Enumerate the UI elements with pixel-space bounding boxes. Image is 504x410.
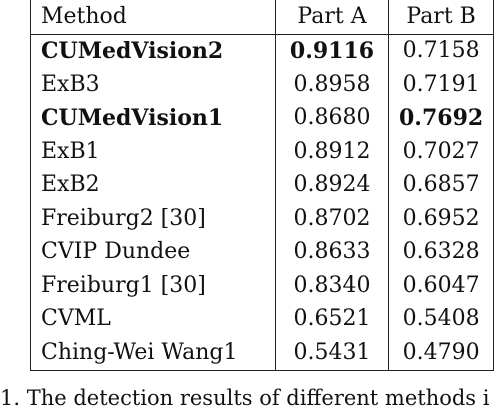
cell-part-a: 0.6521 bbox=[275, 302, 389, 336]
cell-method: Ching-Wei Wang1 bbox=[41, 339, 238, 365]
cell-method: Freiburg1 [30] bbox=[41, 272, 206, 298]
results-table: Method Part A Part B CUMedVision2 0.9116 0… bbox=[30, 0, 495, 371]
table-header-row: Method Part A Part B bbox=[30, 0, 494, 35]
cell-method: Freiburg2 [30] bbox=[41, 205, 206, 231]
cell-part-b: 0.6952 bbox=[387, 202, 494, 236]
cell-method: CUMedVision1 bbox=[41, 105, 224, 132]
cell-part-b: 0.7158 bbox=[387, 34, 494, 68]
cell-part-b: 0.6047 bbox=[387, 269, 494, 303]
cell-part-a: 0.8702 bbox=[275, 202, 389, 236]
table-caption: 1. The detection results of different me… bbox=[0, 386, 490, 410]
table-row: CVML 0.6521 0.5408 bbox=[31, 302, 494, 336]
cell-part-b: 0.7027 bbox=[387, 135, 494, 169]
cell-part-a: 0.8912 bbox=[275, 135, 389, 169]
cell-method: ExB1 bbox=[41, 138, 100, 164]
cell-part-a: 0.5431 bbox=[275, 336, 389, 370]
cell-method: CUMedVision2 bbox=[41, 38, 224, 65]
header-part-a: Part A bbox=[275, 0, 389, 35]
cell-part-b: 0.6857 bbox=[387, 168, 494, 202]
cell-method: CVIP Dundee bbox=[41, 239, 191, 265]
header-method: Method bbox=[30, 0, 276, 35]
cell-method: ExB3 bbox=[41, 71, 100, 97]
table-row: CUMedVision1 0.8680 0.7692 bbox=[31, 101, 494, 135]
cell-method: ExB2 bbox=[41, 172, 100, 198]
table-row: CUMedVision2 0.9116 0.7158 bbox=[31, 34, 494, 68]
cell-method: CVML bbox=[41, 306, 111, 332]
cell-part-b: 0.7191 bbox=[387, 68, 494, 102]
table-row: Freiburg2 [30] 0.8702 0.6952 bbox=[31, 202, 494, 236]
cell-part-a: 0.8340 bbox=[275, 269, 389, 303]
cell-part-a: 0.8958 bbox=[275, 68, 389, 102]
table-row: Ching-Wei Wang1 0.5431 0.4790 bbox=[31, 336, 494, 370]
table-body: CUMedVision2 0.9116 0.7158 ExB3 0.8958 0.7191… bbox=[31, 34, 494, 370]
cell-part-a: 0.9116 bbox=[275, 34, 389, 68]
table-row: ExB2 0.8924 0.6857 bbox=[31, 168, 494, 202]
table-row: ExB1 0.8912 0.7027 bbox=[31, 135, 494, 169]
cell-part-b: 0.4790 bbox=[387, 336, 494, 370]
cell-part-b: 0.6328 bbox=[387, 235, 494, 269]
table-row: CVIP Dundee 0.8633 0.6328 bbox=[31, 235, 494, 269]
cell-part-b: 0.7692 bbox=[387, 101, 494, 135]
table-row: ExB3 0.8958 0.7191 bbox=[31, 68, 494, 102]
cell-part-a: 0.8924 bbox=[275, 168, 389, 202]
table-row: Freiburg1 [30] 0.8340 0.6047 bbox=[31, 269, 494, 303]
header-part-b: Part B bbox=[387, 0, 494, 35]
cell-part-b: 0.5408 bbox=[387, 302, 494, 336]
cell-part-a: 0.8633 bbox=[275, 235, 389, 269]
cell-part-a: 0.8680 bbox=[275, 101, 389, 135]
